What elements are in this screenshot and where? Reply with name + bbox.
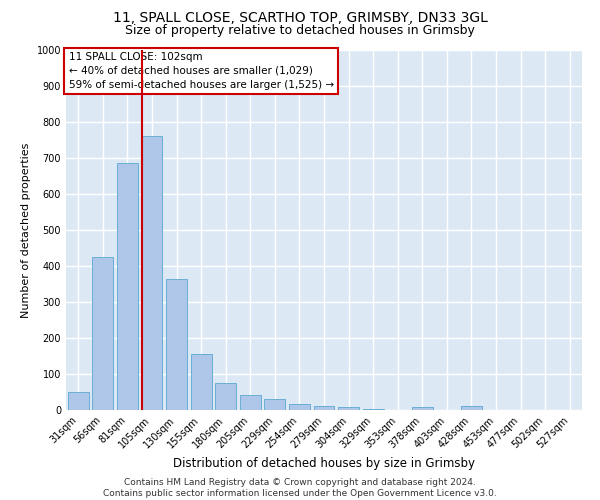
Bar <box>314 406 334 410</box>
X-axis label: Distribution of detached houses by size in Grimsby: Distribution of detached houses by size … <box>173 457 475 470</box>
Bar <box>338 407 359 410</box>
Bar <box>265 399 286 410</box>
Text: 11, SPALL CLOSE, SCARTHO TOP, GRIMSBY, DN33 3GL: 11, SPALL CLOSE, SCARTHO TOP, GRIMSBY, D… <box>113 11 487 25</box>
Text: Contains HM Land Registry data © Crown copyright and database right 2024.
Contai: Contains HM Land Registry data © Crown c… <box>103 478 497 498</box>
Bar <box>215 383 236 410</box>
Bar <box>191 354 212 410</box>
Bar <box>362 409 383 410</box>
Bar <box>412 407 433 410</box>
Bar <box>92 257 113 410</box>
Bar <box>240 395 261 410</box>
Y-axis label: Number of detached properties: Number of detached properties <box>21 142 31 318</box>
Bar <box>289 404 310 410</box>
Bar <box>117 164 138 410</box>
Bar <box>142 136 163 410</box>
Bar <box>68 392 89 410</box>
Bar <box>166 278 187 410</box>
Text: Size of property relative to detached houses in Grimsby: Size of property relative to detached ho… <box>125 24 475 37</box>
Text: 11 SPALL CLOSE: 102sqm
← 40% of detached houses are smaller (1,029)
59% of semi-: 11 SPALL CLOSE: 102sqm ← 40% of detached… <box>68 52 334 90</box>
Bar <box>461 406 482 410</box>
